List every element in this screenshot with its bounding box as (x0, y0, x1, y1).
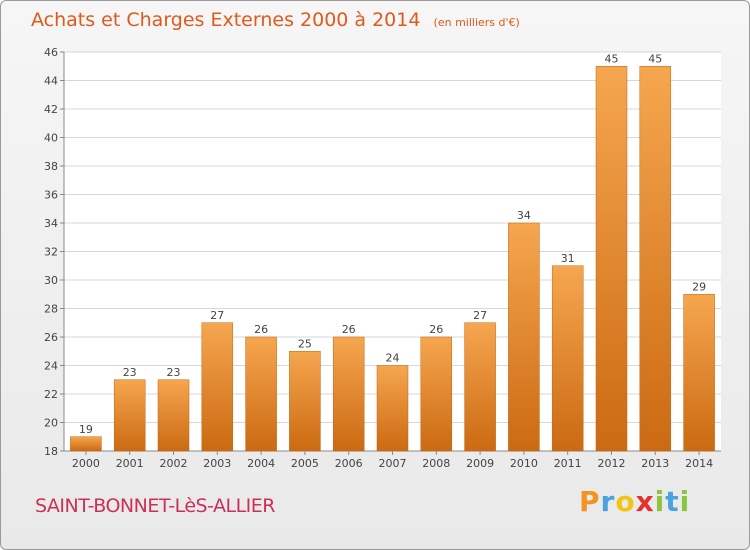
logo-letter: i (654, 485, 666, 518)
logo-letter: i (679, 485, 691, 518)
bar-value-label: 27 (473, 309, 487, 322)
x-tick-label: 2002 (160, 457, 188, 470)
x-tick-label: 2009 (466, 457, 494, 470)
bar (420, 336, 453, 452)
y-tick-label: 32 (44, 246, 58, 259)
chart-title-block: Achats et Charges Externes 2000 à 2014 (… (31, 9, 520, 31)
bar (595, 66, 628, 452)
chart-title: Achats et Charges Externes 2000 à 2014 (31, 9, 421, 31)
x-tick-label: 2014 (685, 457, 713, 470)
bar-value-label: 19 (79, 423, 93, 436)
bar (683, 294, 715, 452)
bar-value-label: 31 (561, 252, 575, 265)
bar (113, 379, 146, 452)
bar (332, 336, 365, 452)
bar-value-label: 26 (429, 323, 443, 336)
y-tick-label: 40 (44, 132, 58, 145)
bar-value-label: 23 (167, 366, 181, 379)
bar-value-label: 45 (605, 52, 619, 65)
x-tick-label: 2003 (203, 457, 231, 470)
bar (639, 66, 672, 452)
y-tick-label: 42 (44, 103, 58, 116)
x-tick-label: 2007 (379, 457, 407, 470)
x-tick-label: 2006 (335, 457, 363, 470)
x-tick-label: 2004 (247, 457, 275, 470)
bar-value-label: 26 (342, 323, 356, 336)
x-tick-label: 2005 (291, 457, 319, 470)
logo-letter: x (635, 485, 655, 518)
y-tick-label: 34 (44, 217, 58, 230)
y-tick-label: 36 (44, 189, 58, 202)
x-tick-label: 2010 (510, 457, 538, 470)
bar (376, 365, 409, 452)
x-tick-label: 2001 (116, 457, 144, 470)
bar (157, 379, 190, 452)
y-tick-label: 30 (44, 274, 58, 287)
y-tick-label: 44 (44, 75, 58, 88)
y-tick-label: 22 (44, 388, 58, 401)
bar (289, 351, 321, 452)
chart-subtitle: (en milliers d'€) (433, 16, 520, 29)
logo-letter: t (665, 485, 680, 518)
bar (464, 322, 496, 452)
x-tick-label: 2013 (641, 457, 669, 470)
proxiti-logo: Proxiti (579, 485, 690, 518)
x-tick-label: 2011 (554, 457, 582, 470)
y-tick-label: 46 (44, 46, 58, 59)
logo-letter: o (615, 485, 636, 518)
bar (551, 265, 584, 452)
y-tick-label: 28 (44, 303, 58, 316)
bar-value-label: 25 (298, 337, 312, 350)
y-tick-label: 38 (44, 160, 58, 173)
bar (70, 436, 102, 452)
y-tick-label: 26 (44, 331, 58, 344)
bar-value-label: 26 (254, 323, 268, 336)
x-tick-label: 2000 (72, 457, 100, 470)
logo-letter: P (579, 485, 601, 518)
y-tick-label: 20 (44, 417, 58, 430)
bar-value-label: 34 (517, 209, 531, 222)
bar-value-label: 45 (648, 52, 662, 65)
y-tick-label: 18 (44, 445, 58, 458)
bar-value-label: 29 (692, 280, 706, 293)
bar (508, 222, 540, 452)
bar-value-label: 23 (123, 366, 137, 379)
y-tick-label: 24 (44, 360, 58, 373)
bar-value-label: 24 (386, 352, 400, 365)
bar (245, 336, 277, 452)
bar-value-label: 27 (210, 309, 224, 322)
x-tick-label: 2012 (598, 457, 626, 470)
commune-name: SAINT-BONNET-LèS-ALLIER (35, 495, 276, 517)
x-tick-label: 2008 (422, 457, 450, 470)
bar (201, 322, 234, 452)
logo-letter: r (600, 485, 616, 518)
